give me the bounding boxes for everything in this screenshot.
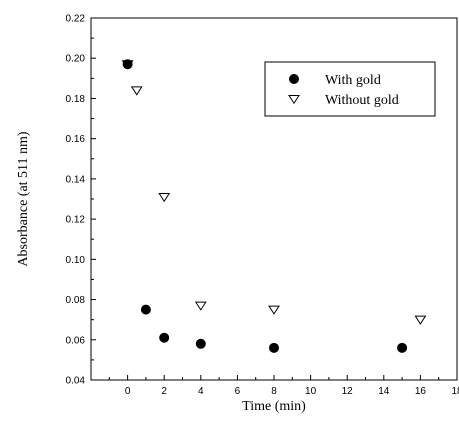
legend-label: Without gold [325, 93, 399, 108]
x-tick-label: 18 [451, 386, 459, 397]
x-tick-label: 16 [415, 386, 427, 397]
legend-triangle-marker [288, 95, 300, 105]
y-tick-label: 0.22 [66, 14, 86, 25]
x-tick-label: 2 [161, 386, 167, 397]
y-tick-label: 0.06 [66, 335, 86, 346]
x-tick-label: 4 [198, 386, 204, 397]
without-gold-point [130, 86, 143, 96]
with-gold-point [195, 338, 206, 349]
x-tick-label: 0 [125, 386, 131, 397]
x-tick-label: 8 [271, 386, 277, 397]
with-gold-point [397, 342, 408, 353]
y-tick-label: 0.08 [66, 295, 86, 306]
with-gold-point [159, 332, 170, 343]
without-gold-point [194, 301, 207, 311]
without-gold-point [158, 192, 171, 203]
axes: 0 2 4 6 8 10 12 14 16 18 0.04 0.06 0.08 0.10 0.12 0.14 0… [16, 14, 459, 415]
y-tick-label: 0.20 [66, 54, 86, 65]
data-points [121, 59, 427, 353]
y-tick-label: 0.16 [66, 134, 86, 145]
x-axis-title: Time (min) [242, 399, 306, 414]
y-tick-label: 0.10 [66, 255, 86, 266]
y-tick-label: 0.04 [66, 376, 86, 387]
y-tick-label: 0.18 [66, 94, 86, 105]
without-gold-point [414, 315, 427, 325]
x-tick-label: 14 [378, 386, 390, 397]
with-gold-point [140, 304, 151, 315]
legend-label: With gold [325, 73, 381, 88]
x-tick-label: 10 [305, 386, 317, 397]
without-gold-point [268, 305, 280, 315]
x-tick-label: 6 [235, 386, 241, 397]
legend: With gold Without gold [264, 61, 436, 117]
y-tick-label: 0.12 [66, 215, 86, 226]
x-tick-label: 12 [342, 386, 354, 397]
y-axis-title: Absorbance (at 511 nm) [16, 131, 31, 266]
with-gold-point [122, 59, 133, 70]
with-gold-point [269, 342, 279, 353]
legend-circle-marker [289, 74, 299, 84]
y-tick-label: 0.14 [66, 174, 86, 185]
legend-box [264, 61, 436, 117]
